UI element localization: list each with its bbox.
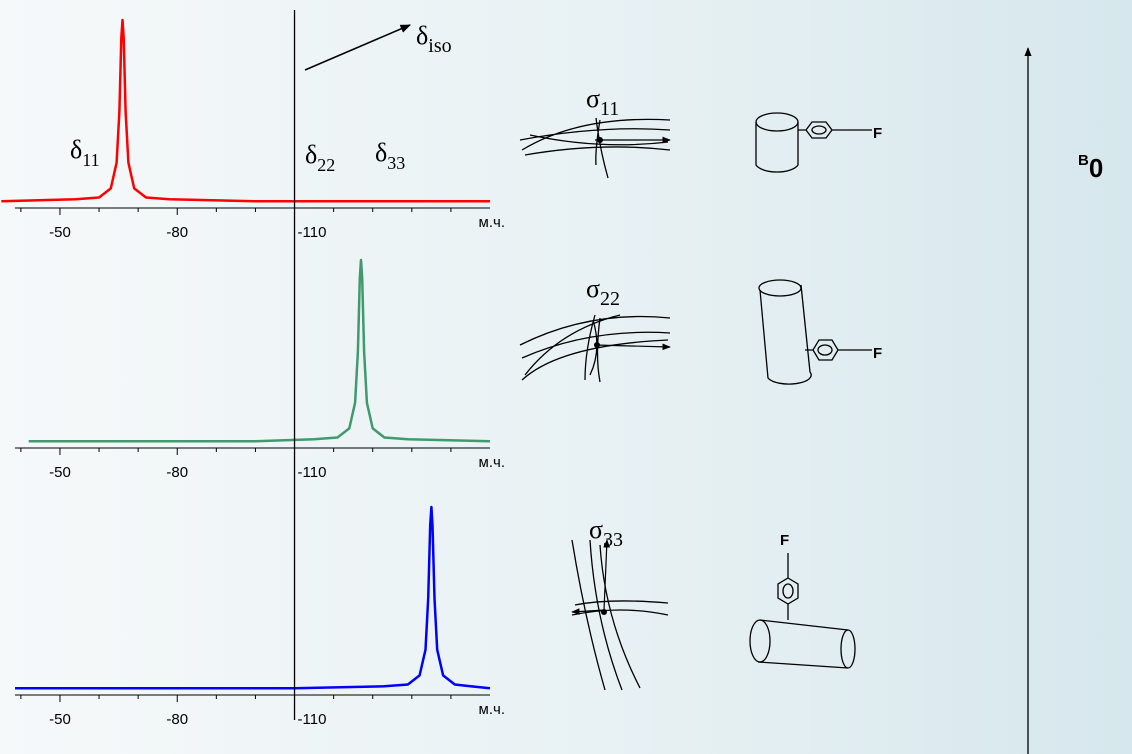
field-sub: 0	[1089, 153, 1103, 183]
sigma-label: σ11	[586, 84, 619, 120]
peak-symbol: δ	[305, 140, 317, 169]
x-tick-label: -80	[166, 711, 188, 728]
spectrum-line	[28, 258, 491, 443]
spectrum-line	[15, 505, 491, 690]
x-tick-label: -110	[298, 224, 327, 241]
x-tick-label: -110	[298, 711, 327, 728]
orientation-1: σ11 F	[519, 84, 882, 179]
substituent: F	[780, 532, 789, 549]
orientation-2: σ22 F	[519, 274, 882, 385]
x-tick-label: -50	[49, 224, 71, 241]
sigma-symbol: σ	[586, 274, 600, 303]
x-tick-label: -80	[166, 224, 188, 241]
sigma-label: σ22	[586, 274, 620, 310]
field-symbol: B	[1078, 152, 1089, 169]
x-tick-label: -110	[298, 464, 327, 481]
sigma-sub: 11	[600, 98, 619, 120]
sigma-sub: 22	[600, 288, 620, 310]
sigma-symbol: σ	[586, 84, 600, 113]
peak-label: δ22	[305, 140, 335, 175]
peak-label: δ11	[70, 135, 100, 170]
x-tick-label: -50	[49, 464, 71, 481]
peak-sub: 22	[317, 155, 335, 175]
substituent: F	[873, 345, 882, 362]
sigma-label: σ33	[589, 515, 623, 551]
peak-sub: 33	[387, 153, 405, 173]
iso-label: δiso	[416, 21, 452, 57]
orientation-3: σ33 F	[571, 515, 856, 691]
x-unit: м.ч.	[479, 701, 505, 718]
x-unit: м.ч.	[479, 214, 505, 231]
x-tick-label: -50	[49, 711, 71, 728]
x-tick-label: -80	[166, 464, 188, 481]
field-label: B0	[1078, 152, 1103, 183]
sigma-sub: 33	[603, 529, 623, 551]
sigma-symbol: σ	[589, 515, 603, 544]
iso-symbol: δ	[416, 21, 428, 50]
iso-sub: iso	[428, 35, 451, 57]
peak-label: δ33	[375, 138, 405, 173]
peak-symbol: δ	[70, 135, 82, 164]
peak-sub: 11	[82, 150, 99, 170]
spectrum-line	[1, 18, 490, 203]
peak-symbol: δ	[375, 138, 387, 167]
substituent: F	[873, 125, 882, 142]
iso-arrow	[304, 24, 411, 71]
x-unit: м.ч.	[479, 454, 505, 471]
